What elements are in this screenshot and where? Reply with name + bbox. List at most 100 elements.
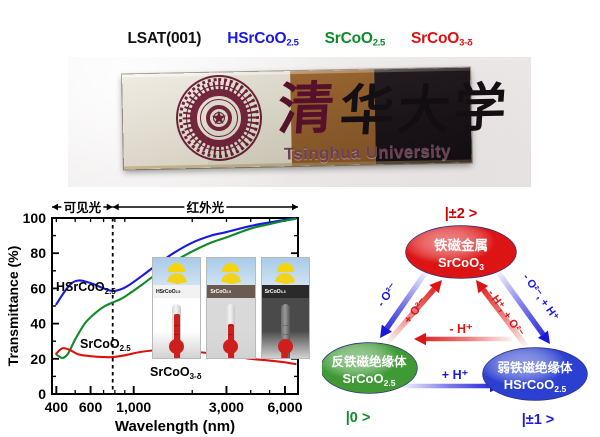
- arrow-right-to-top-shaft: [481, 287, 529, 348]
- inset-card-0: HSrCoO 2.5: [152, 257, 202, 359]
- node-formula: SrCoO3: [438, 255, 484, 272]
- svg-text:HSrCoO2.5: HSrCoO2.5: [56, 280, 116, 296]
- y-axis-label: Transmittance (%): [6, 246, 21, 367]
- infrared-region-label: 红外光: [187, 200, 225, 215]
- visible-region-arrowhead: [52, 203, 58, 211]
- legend-sub: 2.5: [286, 37, 299, 49]
- legend-base: SrCoO: [324, 29, 373, 47]
- y-tick-label: 80: [30, 245, 46, 261]
- series-label-srcoo3d: SrCoO3-δ: [150, 365, 202, 381]
- thermometer-insets: HSrCoO 2.5 SrCoO 2.5 SrCoO 3-δ: [152, 257, 310, 365]
- sky-background: [261, 258, 309, 285]
- inset-material-base: SrCoO: [210, 288, 227, 295]
- transmittance-chart: 0 20 40 60 80 100 400 600 1,000 3,000 6,000 Wavelen…: [6, 196, 316, 437]
- thermometer-icon: [223, 304, 239, 358]
- svg-text:SrCoO3-δ: SrCoO3-δ: [150, 365, 202, 381]
- strip-segment-srcoo25: [290, 69, 376, 167]
- y-tick-label: 60: [30, 280, 46, 296]
- x-tick-label: 3,000: [209, 399, 244, 415]
- sample-photograph: 清 华 大 学 Tsinghua University: [68, 57, 531, 187]
- arrow-label-top-to-left: - O²⁻: [375, 281, 400, 309]
- x-axis-label: Wavelength (nm): [115, 418, 235, 435]
- strip-segment-lsat: [122, 72, 208, 170]
- legend-base: SrCoO: [411, 29, 460, 47]
- arrow-left-to-top-shaft: [385, 287, 437, 344]
- infrared-region-arrowhead: [292, 203, 298, 211]
- state-label-top: |±2 >: [445, 206, 478, 222]
- series-line-SrCoO3-δ: [55, 347, 297, 366]
- y-tick-label: 40: [30, 316, 46, 332]
- phase-transition-diagram: 铁磁金属 SrCoO3 反铁磁绝缘体 SrCoO2.5 弱铁磁绝缘体 HSrCoO2.5 |…: [322, 196, 600, 437]
- sky-background: [207, 258, 255, 285]
- inset-card-2: SrCoO 3-δ: [260, 257, 310, 359]
- svg-text:SrCoO2.5: SrCoO2.5: [80, 337, 131, 353]
- inset-material-sub: 2.5: [175, 289, 181, 294]
- node-sheen: [322, 343, 417, 393]
- arrow-top-to-right-shaft: [495, 270, 546, 336]
- inset-material-label: HSrCoO 2.5: [153, 285, 201, 298]
- legend-item-brownmillerite: SrCoO2.5: [324, 29, 386, 49]
- thermometer-bulb: [223, 339, 239, 354]
- inset-material-sub: 3-δ: [280, 289, 286, 294]
- arrow-left-to-top-head: [429, 280, 442, 294]
- state-label-right: |±1 >: [522, 412, 555, 428]
- node-title: 铁磁金属: [434, 237, 488, 253]
- node-title: 弱铁磁绝缘体: [497, 360, 573, 375]
- node-title: 反铁磁绝缘体: [331, 354, 407, 369]
- thermometer-area: [261, 298, 309, 358]
- sun-icon: [222, 263, 240, 272]
- series-label-hsrcoo25: HSrCoO2.5: [56, 280, 116, 296]
- sun-rays-icon: [159, 262, 195, 284]
- arrow-top-to-left-head: [380, 324, 392, 338]
- node-formula: HSrCoO2.5: [504, 377, 567, 394]
- thermometer-bulb: [169, 339, 185, 354]
- x-tick-label: 600: [79, 399, 103, 415]
- arrow-right-to-left-head: [414, 332, 426, 346]
- node-left: 反铁磁绝缘体 SrCoO2.5: [322, 342, 418, 394]
- inset-material-label: SrCoO 2.5: [207, 285, 255, 298]
- y-tick-label: 20: [30, 351, 46, 367]
- x-tick-label: 1,000: [116, 399, 151, 415]
- inset-material-sub: 2.5: [226, 289, 231, 294]
- sun-icon: [276, 263, 294, 272]
- strip-segment-srcoo3d: [374, 67, 472, 165]
- sky-background: [153, 258, 201, 285]
- legend-sub: 3-δ: [459, 37, 473, 49]
- inset-card-1: SrCoO 2.5: [206, 257, 256, 359]
- series-label-srcoo25: SrCoO2.5: [80, 337, 131, 353]
- substrate-strip: [122, 67, 472, 170]
- thermometer-area: [207, 298, 255, 358]
- node-sheen: [406, 226, 516, 278]
- infrared-region-arrowhead: [112, 203, 119, 211]
- inset-material-base: SrCoO: [264, 288, 281, 295]
- legend-item-hydrogenated: HSrCoO2.5: [227, 29, 299, 49]
- legend-base: HSrCoO: [227, 29, 287, 47]
- arrow-top-to-right-head: [537, 330, 550, 344]
- arrow-label-left-to-right: + H⁺: [442, 368, 469, 382]
- arrow-right-to-top-head: [476, 280, 489, 294]
- thermometer-icon: [277, 304, 293, 358]
- legend-base: LSAT(001): [127, 29, 202, 47]
- y-tick-label: 0: [38, 386, 46, 402]
- thermometer-area: [153, 298, 201, 358]
- strip-segment-hsrcoo25: [206, 71, 292, 168]
- node-right: 弱铁磁绝缘体 HSrCoO2.5: [482, 347, 588, 401]
- visible-region-arrowhead: [106, 203, 113, 211]
- sun-rays-icon: [267, 262, 303, 284]
- sun-icon: [168, 263, 186, 272]
- series-line-SrCoO2.5: [55, 217, 297, 359]
- visible-region-label: 可见光: [64, 200, 102, 215]
- legend-item-substrate: LSAT(001): [128, 30, 202, 49]
- x-tick-label: 400: [45, 399, 69, 415]
- mercury-column: [173, 313, 180, 358]
- visible-region-label-bg: [61, 199, 104, 215]
- inset-material-base: HSrCoO: [156, 288, 176, 295]
- series-line-HSrCoO2.5: [55, 216, 297, 306]
- node-sheen: [483, 348, 587, 400]
- arrow-top-to-left-shaft: [384, 270, 429, 330]
- legend-item-perovskite: SrCoO3-δ: [411, 29, 473, 49]
- arrow-label-right-to-top: - H⁺, + O²⁻: [485, 288, 526, 339]
- thermometer-bulb: [277, 339, 293, 354]
- x-tick-label: 6,000: [267, 399, 302, 415]
